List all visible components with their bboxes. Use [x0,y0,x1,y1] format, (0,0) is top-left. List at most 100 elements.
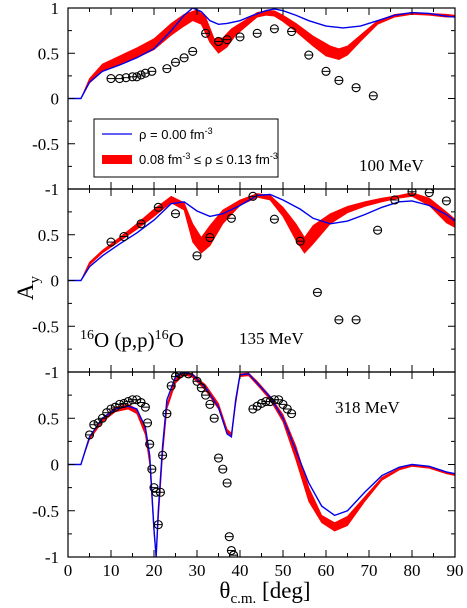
reaction-label: 16O (p,p)16O [80,328,184,352]
data-point-3-47 [278,399,288,409]
data-point-2-2 [119,232,129,242]
blue-curve-2 [68,193,455,282]
y-tick-label-2-4: 0.5 [38,226,59,245]
data-point-2-15 [373,225,383,235]
data-point-3-21 [155,487,165,497]
y-tick-label-3-4: 0.5 [38,409,59,428]
data-point-1-17 [252,28,262,38]
data-point-2-12 [312,287,322,297]
data-point-1-11 [179,53,189,63]
data-point-1-6 [136,70,146,80]
y-axis-title: Ay [13,275,43,300]
data-point-2-5 [170,209,181,219]
data-point-1-23 [351,83,361,93]
data-point-3-34 [213,453,224,463]
y-tick-label-1-3: 0 [51,90,60,109]
data-point-1-1 [106,74,116,84]
data-point-2-9 [248,191,258,201]
data-point-3-30 [196,383,206,393]
data-point-3-37 [224,532,234,542]
data-point-2-3 [136,219,146,229]
data-point-3-33 [209,413,219,423]
data-point-2-8 [226,213,236,223]
data-point-2-10 [269,214,279,224]
x-ticks-2 [67,189,456,372]
data-point-1-12 [188,46,198,56]
x-tick-label-8: 70 [361,561,378,580]
data-point-3-2 [89,420,99,430]
energy-label-3: 318 MeV [335,398,400,417]
data-point-1-15 [222,35,232,45]
data-point-3-36 [222,478,232,488]
data-point-3-16 [145,439,155,449]
data-point-3-27 [179,372,189,377]
data-point-1-24 [368,91,378,101]
data-point-2-19 [441,196,451,206]
data-point-3-9 [119,398,129,409]
data-point-2-4 [153,202,163,212]
x-tick-label-5: 40 [232,561,249,580]
data-point-3-23 [162,409,172,419]
data-point-3-28 [183,372,193,379]
data-point-2-13 [334,315,344,325]
data-point-3-35 [218,464,228,474]
x-tick-label-10: 90 [447,561,464,580]
y-tick-label-3-3: 0 [51,456,60,475]
y-tick-label-1-4: 0.5 [38,44,59,63]
x-ticks-1 [67,8,456,189]
x-tick-label-1: 0 [64,561,73,580]
x-axis-title: θc.m. [deg] [219,578,310,607]
data-point-1-16 [235,32,245,42]
data-point-1-21 [321,66,331,76]
data-point-2-7 [205,232,215,243]
data-point-1-14 [213,36,224,47]
y-tick-label-1-2: -0.5 [32,135,59,154]
data-point-3-4 [97,413,107,423]
data-point-3-18 [149,483,159,493]
blue-curve-1 [68,8,455,100]
legend-box [93,118,279,178]
data-point-3-20 [153,520,163,530]
y-ticks-3 [68,371,455,558]
data-point-3-31 [201,390,211,400]
legend-band-swatch [102,155,132,164]
legend: ρ = 0.00 fm-3 0.08 fm-3 ≤ ρ ≤ 0.13 fm-3 [93,118,279,178]
data-point-3-17 [147,464,157,474]
data-point-3-38 [226,545,236,556]
data-point-3-42 [256,398,267,409]
legend-band-label: 0.08 fm-3 ≤ ρ ≤ 0.13 fm-3 [139,151,278,167]
data-point-3-39 [229,550,239,557]
data-point-3-22 [158,450,168,460]
y-tick-label-2-2: -0.5 [32,317,59,336]
data-point-1-18 [269,24,279,34]
data-point-2-11 [295,236,305,246]
data-point-1-22 [334,75,344,85]
data-point-1-8 [147,66,157,76]
data-point-1-13 [201,28,211,38]
x-tick-label-4: 30 [189,561,206,580]
panel-3: -1 -0.5 0 0.5 0 10 20 30 40 50 60 70 80 90 318 MeV [32,371,464,580]
data-point-3-15 [143,418,153,428]
data-point-1-20 [304,50,314,60]
data-point-2-14 [351,315,361,325]
plot-area-3 [68,372,455,557]
red-band-1 [68,9,455,99]
energy-label-2: 135 MeV [239,329,304,348]
x-tick-label-6: 50 [275,561,292,580]
x-ticks-3 [67,372,456,557]
y-tick-label-1-5: 1 [51,0,60,18]
data-point-3-32 [205,399,215,409]
energy-label-1: 100 MeV [359,156,424,175]
x-tick-label-7: 60 [318,561,335,580]
y-tick-label-1-1: -1 [45,180,59,199]
plot-area-1 [68,8,455,101]
panels: -1 -0.5 0 0.5 1 100 MeV -1 -0.5 0 0.5 135 MeV -1 -0.… [32,0,463,580]
data-point-3-14 [140,402,150,412]
data-point-3-6 [106,404,116,414]
data-point-3-24 [166,381,176,391]
plot-area-2 [68,189,455,325]
x-tick-label-3: 20 [146,561,163,580]
panel-2: -1 -0.5 0 0.5 135 MeV [32,188,456,382]
data-point-1-9 [162,64,172,74]
